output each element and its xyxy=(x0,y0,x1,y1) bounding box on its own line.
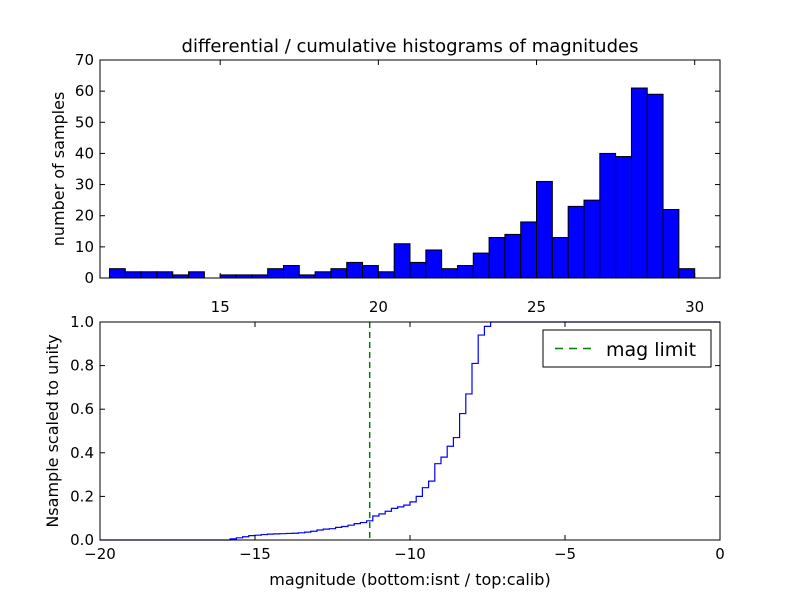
histogram-bar xyxy=(472,252,490,279)
histogram-bar xyxy=(583,199,601,279)
histogram-bar xyxy=(188,271,205,279)
cumulative-x-axis-label: magnitude (bottom:isnt / top:calib) xyxy=(269,570,550,589)
histogram-bar xyxy=(441,268,458,279)
x-tick-label: −15 xyxy=(239,545,271,563)
histogram-bar xyxy=(425,249,443,279)
histogram-bar xyxy=(599,152,617,279)
y-tick-label: 50 xyxy=(75,113,94,131)
histogram-axes-frame xyxy=(99,59,721,279)
histogram-bar xyxy=(330,268,348,279)
y-tick-label: 0.4 xyxy=(70,444,94,462)
y-tick-label: 70 xyxy=(75,51,94,69)
y-tick-label: 10 xyxy=(75,238,94,256)
histogram-bars xyxy=(108,87,696,279)
histogram-bar xyxy=(156,271,174,279)
histogram-bar xyxy=(662,208,680,279)
x-tick-label: 30 xyxy=(685,298,704,316)
histogram-bar xyxy=(140,271,158,279)
histogram-bar xyxy=(108,268,126,279)
histogram-bar xyxy=(346,261,364,279)
y-tick-label: 1.0 xyxy=(70,313,94,331)
cumulative-ticks: 0.0 0.2 0.4 0.6 0.8 1.0 −20 −15 −10 −5 0 xyxy=(70,313,725,563)
y-tick-label: 0.0 xyxy=(70,531,94,549)
histogram-bar xyxy=(630,87,648,279)
y-tick-label: 0.8 xyxy=(70,357,94,375)
y-tick-label: 0.6 xyxy=(70,400,94,418)
x-tick-label: −20 xyxy=(84,545,116,563)
histogram-bar xyxy=(678,268,696,279)
chart-title: differential / cumulative histograms of … xyxy=(182,36,639,57)
histogram-y-axis-label: number of samples xyxy=(49,92,68,247)
histogram-bar xyxy=(362,265,379,279)
histogram-bar xyxy=(615,156,632,279)
cumulative-panel: 0.0 0.2 0.4 0.6 0.8 1.0 −20 −15 −10 −5 0 magnitude… xyxy=(43,313,725,589)
cumulative-y-axis-label: Nsample scaled to unity xyxy=(43,334,62,527)
y-tick-label: 30 xyxy=(75,176,94,194)
y-tick-label: 60 xyxy=(75,82,94,100)
histogram-bar xyxy=(456,265,474,279)
x-tick-label: 0 xyxy=(715,545,725,563)
histogram-bar xyxy=(314,271,332,279)
y-tick-label: 0.2 xyxy=(70,487,94,505)
y-tick-label: 0 xyxy=(84,269,94,287)
x-tick-label: 15 xyxy=(211,298,230,316)
histogram-bar xyxy=(393,243,411,279)
x-tick-label: 20 xyxy=(369,298,388,316)
histogram-ticks: 0 10 20 30 40 50 60 70 15 20 25 30 xyxy=(75,51,720,316)
histogram-bar xyxy=(646,93,664,279)
cumulative-step-line xyxy=(100,321,720,541)
histogram-bar xyxy=(409,261,427,279)
histogram-bar xyxy=(282,265,300,279)
y-tick-label: 40 xyxy=(75,144,94,162)
histogram-panel: 0 10 20 30 40 50 60 70 15 20 25 30 number of sample… xyxy=(49,51,721,316)
x-tick-label: 25 xyxy=(527,298,546,316)
histogram-bar xyxy=(520,221,538,279)
x-tick-label: −5 xyxy=(554,545,576,563)
histogram-bar xyxy=(377,271,395,279)
y-tick-label: 20 xyxy=(75,207,94,225)
legend-label-mag-limit: mag limit xyxy=(606,339,696,361)
histogram-bar xyxy=(124,271,142,279)
histogram-bar xyxy=(504,233,522,279)
legend: mag limit xyxy=(542,329,712,368)
histogram-bar xyxy=(551,237,569,279)
histogram-bar xyxy=(536,180,553,279)
histogram-bar xyxy=(267,268,284,279)
histogram-bar xyxy=(567,205,585,279)
histogram-bar xyxy=(488,237,506,279)
x-tick-label: −10 xyxy=(394,545,426,563)
